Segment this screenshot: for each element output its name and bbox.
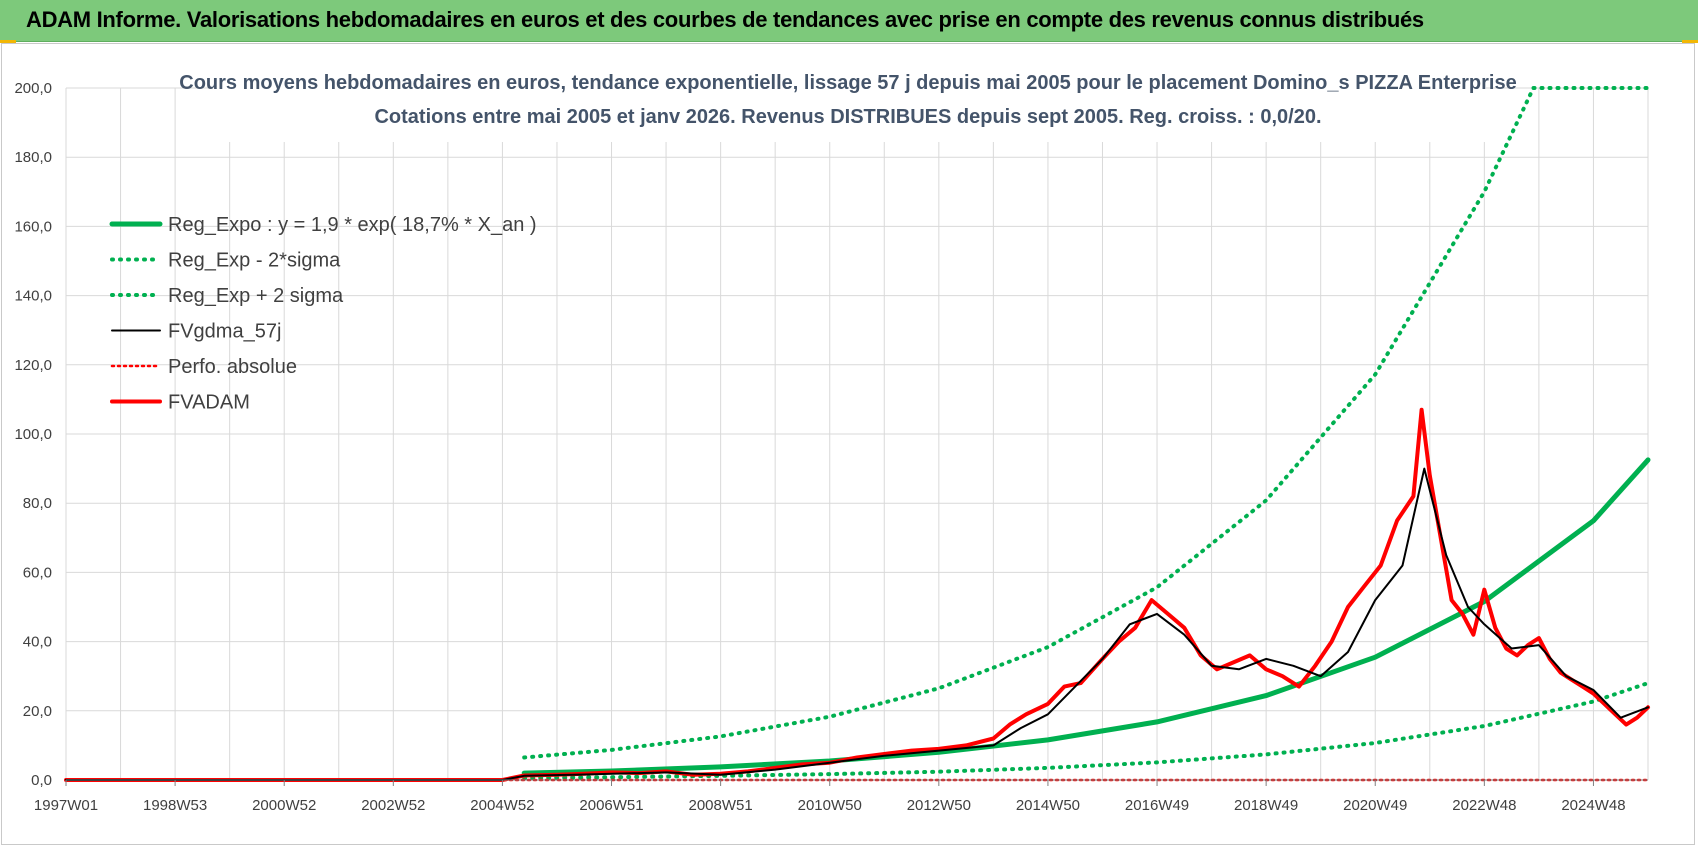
y-tick-label: 80,0	[23, 495, 52, 512]
chart-svg: 0,0 20,0 40,0 60,0 80,0 100,0 120,0 140,0 160,0 1…	[14, 64, 1651, 814]
y-tick-label: 60,0	[23, 564, 52, 581]
legend: Reg_Expo : y = 1,9 * exp( 18,7% * X_an )…	[109, 214, 537, 414]
x-tick-label: 2000W52	[252, 797, 316, 814]
x-tick-label: 1998W53	[143, 797, 207, 814]
y-tick-label: 160,0	[14, 218, 52, 235]
x-tick-label: 2004W52	[470, 797, 534, 814]
series-line-reg-exp-2-sigma	[522, 86, 1650, 760]
series-line-fvadam	[64, 407, 1650, 782]
chart-frame: 0,0 20,0 40,0 60,0 80,0 100,0 120,0 140,0 160,0 1…	[1, 43, 1695, 845]
title-background	[212, 64, 1486, 142]
series-line-reg-expo-y-1-9-exp-18-7-x-an	[521, 457, 1651, 776]
legend-label: Reg_Expo : y = 1,9 * exp( 18,7% * X_an )	[168, 214, 537, 236]
y-tick-label: 180,0	[14, 149, 52, 166]
x-tick-label: 2002W52	[361, 797, 425, 814]
x-tick-label: 2012W50	[907, 797, 971, 814]
y-tick-label: 140,0	[14, 288, 52, 305]
y-tick-label: 20,0	[23, 703, 52, 720]
x-tick-label: 2016W49	[1125, 797, 1189, 814]
y-tick-label: 0,0	[31, 772, 52, 789]
header-bar: ADAM Informe. Valorisations hebdomadaire…	[0, 0, 1698, 42]
y-tick-label: 100,0	[14, 426, 52, 443]
x-tick-label: 2020W49	[1343, 797, 1407, 814]
y-tick-label: 200,0	[14, 80, 52, 97]
x-tick-label: 2008W51	[689, 797, 753, 814]
x-tick-label: 2022W48	[1452, 797, 1516, 814]
legend-label: FVADAM	[168, 392, 250, 414]
axis-layer: 0,0 20,0 40,0 60,0 80,0 100,0 120,0 140,0 160,0 1…	[14, 80, 1648, 814]
series-line-reg-exp-2-sigma	[522, 681, 1650, 780]
y-tick-label: 120,0	[14, 357, 52, 374]
title-layer: Cours moyens hebdomadaires en euros, ten…	[179, 64, 1517, 142]
x-tick-label: 2010W50	[798, 797, 862, 814]
series-line-fvgdma-57j	[65, 467, 1649, 781]
x-tick-label: 2014W50	[1016, 797, 1080, 814]
chart-subtitle: Cotations entre mai 2005 et janv 2026. R…	[374, 106, 1321, 128]
legend-label: Perfo. absolue	[168, 356, 297, 378]
y-tick-label: 40,0	[23, 634, 52, 651]
header-title: ADAM Informe. Valorisations hebdomadaire…	[26, 7, 1424, 32]
corner-mark-left	[0, 40, 16, 43]
corner-mark-right	[1682, 40, 1698, 43]
chart-title: Cours moyens hebdomadaires en euros, ten…	[179, 72, 1516, 94]
grid-layer	[65, 87, 1649, 781]
x-tick-label: 1997W01	[34, 797, 98, 814]
legend-label: FVgdma_57j	[168, 321, 281, 343]
legend-label: Reg_Exp + 2 sigma	[168, 285, 344, 307]
x-tick-label: 2006W51	[579, 797, 643, 814]
x-tick-label: 2018W49	[1234, 797, 1298, 814]
legend-label: Reg_Exp - 2*sigma	[168, 250, 341, 272]
x-tick-label: 2024W48	[1561, 797, 1625, 814]
